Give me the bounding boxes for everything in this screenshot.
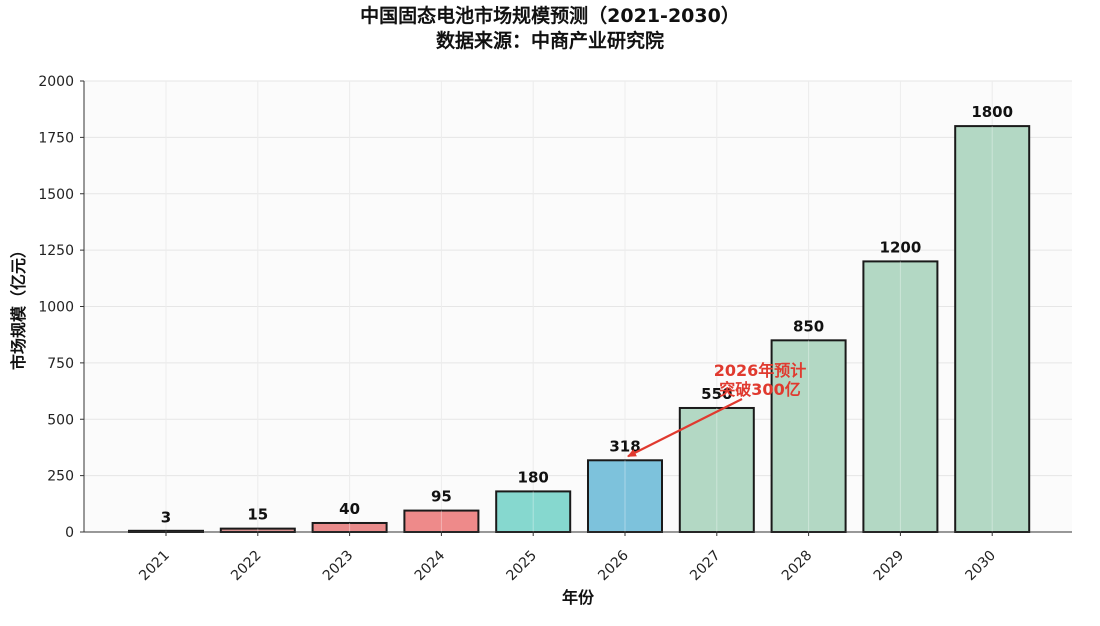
y-tick-label: 2000 xyxy=(38,74,74,90)
x-tick-label: 2021 xyxy=(136,548,173,585)
data-label: 95 xyxy=(431,488,452,506)
annotation-text: 2026年预计 xyxy=(714,361,807,380)
y-tick-label: 1750 xyxy=(38,130,74,146)
x-tick-label: 2027 xyxy=(687,548,724,585)
data-label: 1800 xyxy=(971,103,1013,121)
x-tick-label: 2028 xyxy=(779,548,816,585)
chart-title-block: 中国固态电池市场规模预测（2021-2030） 数据来源：中商产业研究院 xyxy=(0,4,1100,54)
y-tick-label: 750 xyxy=(47,356,74,372)
annotation-arrow xyxy=(627,398,743,458)
data-label: 850 xyxy=(793,317,824,335)
x-axis-title: 年份 xyxy=(562,588,595,607)
bar xyxy=(495,490,572,534)
data-label: 180 xyxy=(518,468,549,486)
x-tick-label: 2022 xyxy=(228,548,265,585)
data-label: 3 xyxy=(161,508,171,526)
x-tick-label: 2025 xyxy=(504,548,541,585)
chart-subtitle: 数据来源：中商产业研究院 xyxy=(435,30,664,52)
x-tick-label: 2023 xyxy=(320,548,357,585)
bars xyxy=(128,125,1031,534)
y-tick-label: 1500 xyxy=(38,187,74,203)
x-tick-label: 2024 xyxy=(412,547,449,584)
data-label: 40 xyxy=(339,500,360,518)
x-tick-label: 2026 xyxy=(595,547,632,584)
data-label: 1200 xyxy=(880,238,922,256)
y-tick-label: 1250 xyxy=(38,243,74,259)
y-tick-label: 1000 xyxy=(38,300,74,316)
x-tick-label: 2029 xyxy=(871,548,908,585)
chart-title: 中国固态电池市场规模预测（2021-2030） xyxy=(360,5,740,27)
y-tick-label: 500 xyxy=(47,412,74,428)
x-tick-label: 2030 xyxy=(963,548,1000,585)
y-tick-label: 250 xyxy=(47,469,74,485)
data-label: 550 xyxy=(701,385,732,403)
data-label: 15 xyxy=(247,506,268,524)
annotation-text: 突破300亿 xyxy=(719,380,800,399)
bar xyxy=(862,260,939,533)
y-tick-label: 0 xyxy=(65,525,74,541)
y-axis-title: 市场规模（亿元） xyxy=(9,242,28,370)
